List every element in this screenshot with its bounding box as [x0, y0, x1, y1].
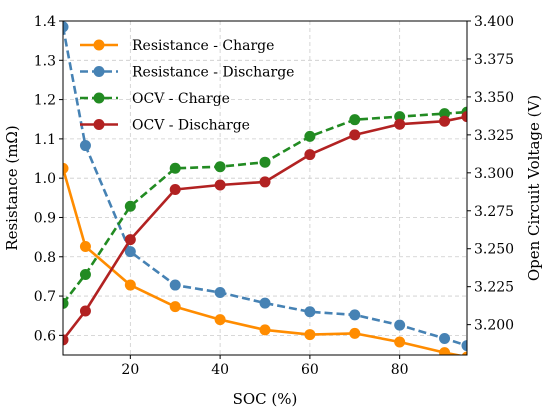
- y-left-tick-label: 1.1: [34, 132, 56, 148]
- data-point: [79, 305, 91, 317]
- legend-item: Resistance - Charge: [80, 38, 274, 54]
- y-left-tick-label: 0.7: [34, 289, 56, 305]
- y-right-tick-label: 3.350: [474, 90, 514, 106]
- data-point: [63, 21, 69, 33]
- data-point: [79, 241, 91, 253]
- data-point: [169, 301, 181, 313]
- y-left-tick-label: 0.9: [34, 210, 56, 226]
- y-right-tick-label: 3.325: [474, 128, 514, 144]
- plot-frame: [62, 20, 468, 356]
- y-left-tick-label: 1.0: [34, 171, 56, 187]
- legend-label: Resistance - Charge: [132, 38, 274, 54]
- data-point: [214, 179, 226, 191]
- data-point: [259, 156, 271, 168]
- y-right-tick-label: 3.200: [474, 318, 514, 334]
- data-point: [461, 340, 467, 352]
- x-tick-label: 20: [121, 362, 139, 378]
- y-left-tick-label: 0.8: [34, 250, 56, 266]
- data-point: [124, 246, 136, 258]
- data-point: [63, 334, 69, 346]
- legend-swatch-marker: [93, 92, 105, 104]
- data-point: [169, 279, 181, 291]
- y-left-tick-label: 1.4: [34, 14, 56, 30]
- y-left-tick-label: 1.3: [34, 53, 56, 69]
- data-point: [124, 279, 136, 291]
- data-point: [79, 140, 91, 152]
- data-point: [439, 332, 451, 344]
- y-axis-right: 3.200 3.225 3.250 3.275 3.300 3.325 3.350 3.375…: [467, 14, 514, 334]
- legend-swatch-marker: [93, 119, 105, 130]
- y-axis-right-title: Open Circuit Voltage (V): [525, 95, 543, 281]
- data-point: [304, 149, 316, 161]
- legend-swatch-marker: [93, 66, 105, 77]
- data-point: [461, 111, 467, 123]
- data-point: [394, 111, 406, 123]
- data-point: [259, 297, 271, 309]
- legend-item: Resistance - Discharge: [80, 65, 294, 81]
- legend-item: OCV - Charge: [80, 91, 230, 107]
- y-axis-left-title: Resistance (mΩ): [3, 125, 21, 250]
- x-tick-label: 80: [391, 362, 409, 378]
- x-tick-label: 60: [301, 362, 319, 378]
- x-tick-label: 40: [211, 362, 229, 378]
- y-right-tick-label: 3.275: [474, 204, 514, 220]
- y-left-tick-label: 0.6: [34, 328, 56, 344]
- series-line: [63, 26, 467, 347]
- series-2: [63, 106, 467, 309]
- data-point: [63, 297, 69, 309]
- data-point: [349, 327, 361, 339]
- data-point: [394, 319, 406, 331]
- data-point: [79, 269, 91, 281]
- legend-item: OCV - Discharge: [80, 118, 250, 134]
- legend: Resistance - Charge Resistance - Discharg…: [80, 38, 294, 134]
- data-point: [461, 351, 467, 355]
- data-point: [259, 176, 271, 188]
- y-left-tick-label: 1.2: [34, 93, 56, 109]
- legend-label: Resistance - Discharge: [132, 65, 294, 81]
- data-point: [63, 162, 69, 174]
- data-point: [304, 306, 316, 318]
- y-right-tick-label: 3.300: [474, 166, 514, 182]
- series-line: [63, 110, 467, 305]
- legend-swatch-marker: [93, 39, 105, 51]
- data-point: [304, 329, 316, 341]
- data-point: [169, 162, 181, 174]
- data-point: [439, 115, 451, 127]
- series-layer: [63, 21, 467, 355]
- y-axis-left: 0.6 0.7 0.8 0.9 1.0 1.1 1.2 1.3 1.4: [34, 14, 63, 344]
- data-point: [304, 130, 316, 142]
- y-right-tick-label: 3.225: [474, 280, 514, 296]
- x-axis: 20 40 60 80: [121, 355, 409, 378]
- data-point: [214, 161, 226, 173]
- series-3: [63, 111, 467, 346]
- y-right-tick-label: 3.400: [474, 14, 514, 30]
- data-point: [349, 129, 361, 141]
- data-point: [394, 118, 406, 130]
- legend-label: OCV - Discharge: [132, 118, 250, 134]
- legend-label: OCV - Charge: [132, 91, 230, 107]
- y-right-tick-label: 3.375: [474, 52, 514, 68]
- data-point: [124, 200, 136, 212]
- data-point: [214, 287, 226, 299]
- data-point: [259, 324, 271, 336]
- data-point: [214, 314, 226, 326]
- x-axis-title: SOC (%): [233, 390, 298, 408]
- data-point: [124, 234, 136, 246]
- data-point: [439, 108, 451, 120]
- data-point: [394, 336, 406, 348]
- series-1: [63, 21, 467, 352]
- y-right-tick-label: 3.250: [474, 242, 514, 258]
- data-point: [439, 347, 451, 355]
- data-point: [349, 309, 361, 321]
- data-point: [169, 184, 181, 196]
- series-0: [63, 162, 467, 355]
- data-point: [349, 114, 361, 126]
